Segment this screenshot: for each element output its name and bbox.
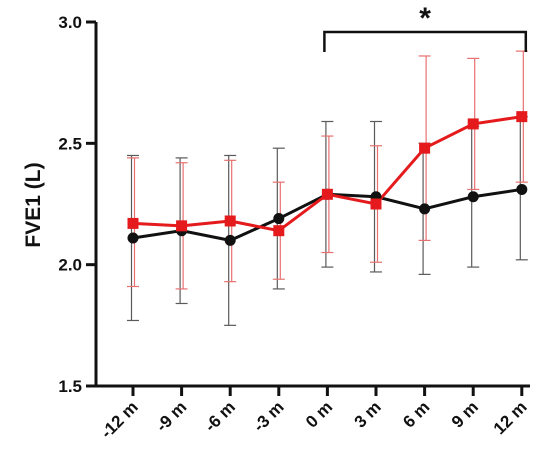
series-lines: [132, 115, 523, 242]
x-tick-label: 6 m: [399, 397, 433, 431]
x-tick-label: -9 m: [152, 397, 190, 435]
y-axis-title: FVE1 (L): [22, 162, 45, 247]
x-ticks: -12 m -9 m -6 m -3 m 0 m 3 m 6 m 9 m 12 m: [97, 386, 531, 442]
x-tick-label: -12 m: [97, 397, 142, 442]
y-tick-label: 1.5: [58, 377, 82, 396]
error-bars: [127, 50, 528, 326]
data-point-square: [321, 188, 333, 200]
data-point-circle: [516, 183, 528, 195]
data-point-square: [273, 225, 285, 237]
y-ticks: 1.5 2.0 2.5 3.0: [58, 13, 96, 396]
y-tick-label: 2.5: [58, 134, 82, 153]
significance-bracket: [323, 30, 528, 52]
x-tick-label: 12 m: [490, 397, 531, 438]
data-point-circle: [419, 203, 431, 215]
x-tick-label: 0 m: [302, 397, 336, 431]
data-point-circle: [273, 213, 285, 225]
significance-star: *: [419, 2, 431, 35]
significance-annotation: *: [323, 2, 528, 52]
data-point-square: [370, 198, 382, 210]
series-markers: [127, 111, 528, 246]
data-point-square: [419, 142, 431, 154]
y-tick-label: 3.0: [58, 13, 82, 32]
data-point-square: [516, 111, 528, 123]
data-point-square: [127, 217, 139, 229]
x-tick-label: -3 m: [249, 397, 287, 435]
data-point-circle: [127, 232, 139, 244]
y-tick-label: 2.0: [58, 256, 82, 275]
axes: [94, 22, 530, 388]
data-point-circle: [467, 191, 479, 203]
data-point-square: [176, 220, 188, 232]
data-point-square: [224, 215, 236, 227]
series-line: [132, 115, 523, 233]
data-point-circle: [224, 234, 236, 246]
x-tick-label: -6 m: [201, 397, 239, 435]
data-point-square: [467, 118, 479, 130]
x-tick-label: 9 m: [448, 397, 482, 431]
x-tick-label: 3 m: [351, 397, 385, 431]
